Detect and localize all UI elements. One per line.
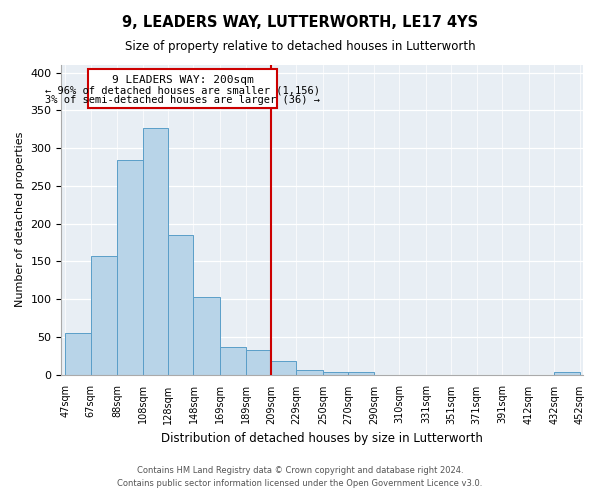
Y-axis label: Number of detached properties: Number of detached properties bbox=[15, 132, 25, 308]
Bar bbox=[91, 256, 117, 374]
Bar bbox=[271, 361, 296, 374]
Text: Contains HM Land Registry data © Crown copyright and database right 2024.
Contai: Contains HM Land Registry data © Crown c… bbox=[118, 466, 482, 487]
Bar bbox=[168, 235, 193, 374]
Bar bbox=[65, 333, 91, 374]
Bar bbox=[245, 350, 271, 374]
Bar bbox=[193, 297, 220, 374]
Text: Size of property relative to detached houses in Lutterworth: Size of property relative to detached ho… bbox=[125, 40, 475, 53]
Bar bbox=[349, 372, 374, 374]
Text: ← 96% of detached houses are smaller (1,156): ← 96% of detached houses are smaller (1,… bbox=[45, 86, 320, 96]
FancyBboxPatch shape bbox=[88, 69, 277, 108]
X-axis label: Distribution of detached houses by size in Lutterworth: Distribution of detached houses by size … bbox=[161, 432, 484, 445]
Bar bbox=[143, 128, 168, 374]
Bar bbox=[117, 160, 143, 374]
Text: 3% of semi-detached houses are larger (36) →: 3% of semi-detached houses are larger (3… bbox=[45, 95, 320, 105]
Bar bbox=[296, 370, 323, 374]
Bar bbox=[554, 372, 580, 374]
Bar bbox=[323, 372, 349, 374]
Text: 9 LEADERS WAY: 200sqm: 9 LEADERS WAY: 200sqm bbox=[112, 75, 254, 85]
Bar bbox=[220, 346, 245, 374]
Text: 9, LEADERS WAY, LUTTERWORTH, LE17 4YS: 9, LEADERS WAY, LUTTERWORTH, LE17 4YS bbox=[122, 15, 478, 30]
